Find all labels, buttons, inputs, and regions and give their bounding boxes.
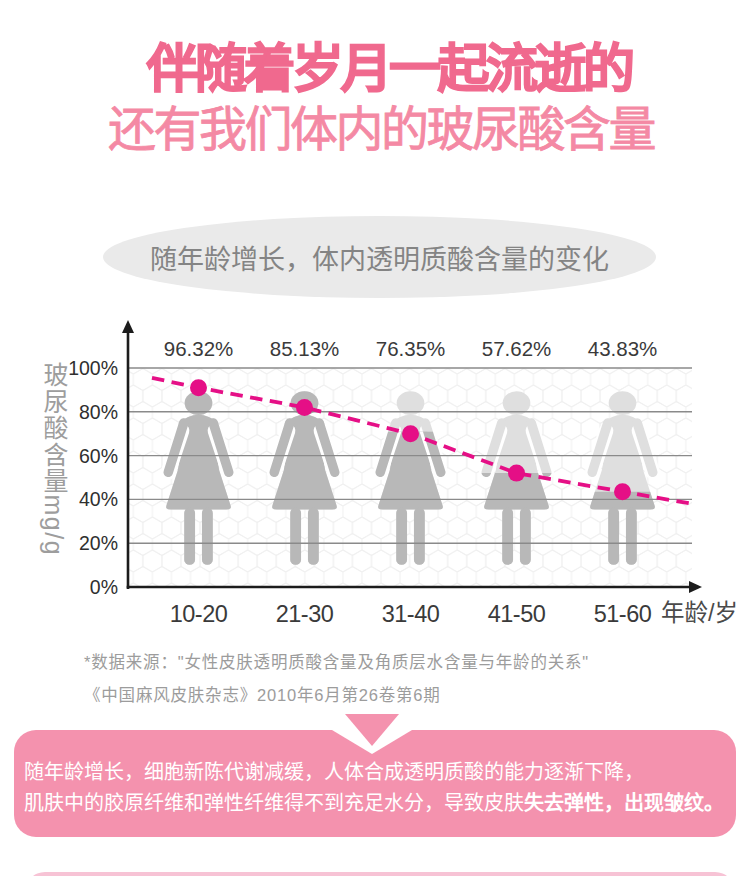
y-tick-label: 20% (79, 532, 118, 554)
y-tick-label: 60% (79, 445, 118, 467)
chart-subtitle: 随年龄增长，体内透明质酸含量的变化 (150, 238, 609, 277)
y-tick-label: 0% (90, 576, 118, 598)
data-source-note-line2: 《中国麻风皮肤杂志》2010年6月第26卷第6期 (84, 682, 441, 706)
down-arrow-icon (345, 714, 399, 746)
value-label: 96.32% (164, 337, 234, 360)
x-tick-label: 31-40 (382, 601, 440, 627)
x-tick-label: 41-50 (488, 601, 546, 627)
headline-secondary: 还有我们体内的玻尿酸含量 (6, 100, 750, 160)
headline-primary: 伴随着岁月一起流逝的 (14, 38, 750, 100)
x-axis-arrow (689, 581, 702, 593)
y-tick-label: 100% (68, 357, 118, 379)
y-axis-title: 玻尿酸含量mg/g (36, 362, 72, 572)
y-axis-arrow (122, 320, 134, 333)
x-tick-label: 51-60 (594, 601, 652, 627)
trend-point (614, 483, 631, 500)
y-tick-label: 80% (79, 401, 118, 423)
value-label: 43.83% (588, 337, 658, 360)
trend-point (296, 399, 313, 416)
chart-subtitle-pill: 随年龄增长，体内透明质酸含量的变化 (103, 216, 656, 298)
value-label: 57.62% (482, 337, 552, 360)
data-source-note-line1: *数据来源："女性皮肤透明质酸含量及角质层水含量与年龄的关系" (84, 649, 589, 673)
callout-line2-bold: 失去弹性，出现皱纹。 (524, 792, 724, 814)
trend-point (190, 379, 207, 396)
trend-point (508, 465, 525, 482)
next-section-top (25, 872, 735, 876)
callout-line2-regular: 肌肤中的胶原纤维和弹性纤维得不到充足水分，导致皮肤 (24, 792, 524, 814)
ha-decline-chart: 0% 20% 40% 60% 80% 100% 96.32% 85.13% 76.35% 57.6… (0, 300, 750, 660)
callout-line1: 随年龄增长，细胞新陈代谢减缓，人体合成透明质酸的能力逐渐下降， (24, 761, 644, 783)
value-label: 85.13% (270, 337, 340, 360)
value-label: 76.35% (376, 337, 446, 360)
x-tick-label: 10-20 (170, 601, 228, 627)
y-tick-label: 40% (79, 488, 118, 510)
x-tick-label: 21-30 (276, 601, 334, 627)
callout-text: 随年龄增长，细胞新陈代谢减缓，人体合成透明质酸的能力逐渐下降， 肌肤中的胶原纤维… (24, 757, 728, 819)
x-axis-title: 年龄/岁 (661, 600, 738, 626)
trend-point (402, 425, 419, 442)
